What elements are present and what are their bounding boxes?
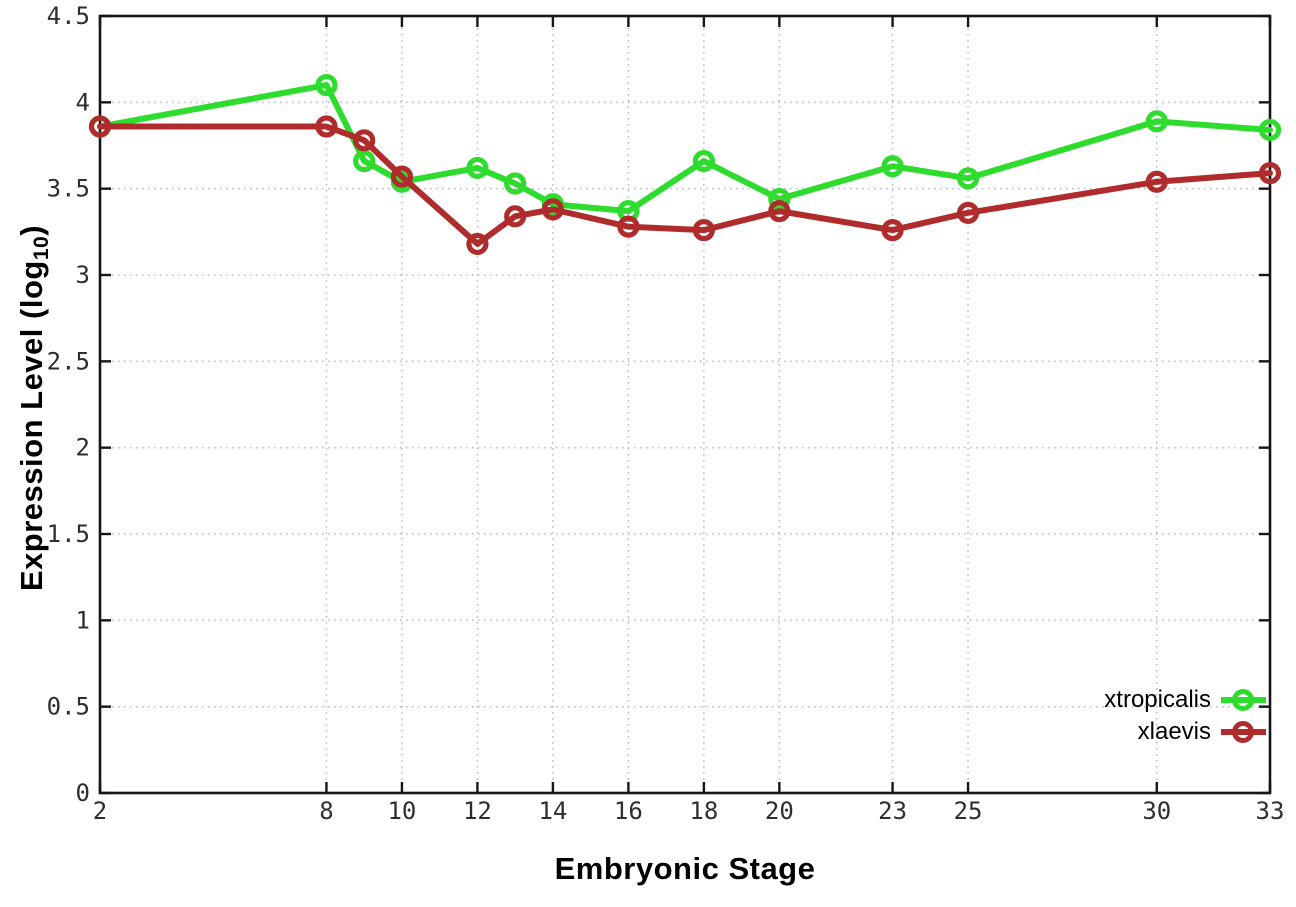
- svg-text:4: 4: [76, 88, 90, 116]
- svg-text:2: 2: [76, 434, 90, 462]
- data-point: [768, 187, 791, 211]
- legend-label: xlaevis: [1137, 718, 1211, 745]
- series-xlaevis: [88, 115, 1282, 256]
- tick-marks: [98, 14, 1272, 795]
- x-axis-title: Embryonic Stage: [554, 851, 816, 886]
- svg-text:23: 23: [878, 797, 907, 825]
- data-point: [504, 172, 527, 195]
- data-point: [617, 215, 640, 238]
- data-point: [1258, 162, 1282, 185]
- svg-text:12: 12: [463, 797, 492, 825]
- legend-marker-1: [1221, 721, 1266, 743]
- data-point: [1145, 110, 1168, 133]
- series-xtropicalis: [88, 73, 1282, 223]
- y-axis-title-subscript: 10: [29, 235, 53, 261]
- legend-marker-0: [1221, 689, 1266, 711]
- svg-text:0: 0: [76, 779, 90, 807]
- svg-text:16: 16: [614, 797, 643, 825]
- svg-text:3: 3: [76, 261, 90, 289]
- svg-text:4.5: 4.5: [47, 2, 90, 30]
- data-point: [1145, 170, 1168, 193]
- y-axis-title-close: ): [14, 224, 49, 236]
- svg-text:0.5: 0.5: [47, 693, 90, 721]
- svg-text:2.5: 2.5: [47, 347, 90, 375]
- data-point: [504, 205, 527, 228]
- data-point: [956, 201, 980, 224]
- x-tick-labels: 2 8 10 12 14 16 18 20 23 25 30 33: [93, 797, 1285, 825]
- legend-item-xtropicalis: xtropicalis: [1104, 684, 1267, 716]
- svg-text:33: 33: [1256, 797, 1285, 825]
- data-point: [768, 200, 791, 223]
- data-point: [466, 156, 489, 180]
- y-axis-title-text: Expression Level (log: [14, 260, 49, 592]
- y-axis-title: Expression Level (log10): [14, 224, 53, 592]
- y-tick-labels: 0 0.5 1 1.5 2 2.5 3 3.5 4 4.5: [47, 2, 90, 807]
- legend-point-sample: [1232, 689, 1254, 711]
- svg-text:1: 1: [76, 606, 90, 634]
- data-point: [88, 115, 112, 138]
- gridlines: [99, 15, 1271, 794]
- data-point: [353, 129, 376, 152]
- legend-item-xlaevis: xlaevis: [1104, 716, 1267, 748]
- legend-point-sample: [1232, 721, 1254, 743]
- svg-text:3.5: 3.5: [47, 175, 90, 203]
- data-point: [956, 167, 980, 190]
- svg-text:8: 8: [319, 797, 333, 825]
- svg-text:10: 10: [387, 797, 416, 825]
- data-point: [881, 155, 904, 178]
- data-point: [353, 149, 376, 173]
- legend-label: xtropicalis: [1104, 686, 1211, 713]
- data-point: [692, 149, 715, 173]
- svg-text:2: 2: [93, 797, 107, 825]
- data-point: [315, 115, 338, 138]
- data-point: [692, 219, 715, 242]
- data-point: [466, 232, 489, 256]
- data-point: [881, 219, 904, 242]
- data-point: [390, 165, 414, 188]
- data-point: [541, 198, 565, 221]
- svg-text:1.5: 1.5: [47, 520, 90, 548]
- svg-text:14: 14: [538, 797, 567, 825]
- svg-text:30: 30: [1142, 797, 1171, 825]
- svg-text:18: 18: [689, 797, 718, 825]
- svg-text:25: 25: [954, 797, 983, 825]
- svg-text:20: 20: [765, 797, 794, 825]
- plot-border: [98, 14, 1272, 795]
- data-point: [315, 73, 338, 97]
- legend: xtropicalis xlaevis: [1104, 684, 1267, 748]
- data-point: [1258, 118, 1282, 142]
